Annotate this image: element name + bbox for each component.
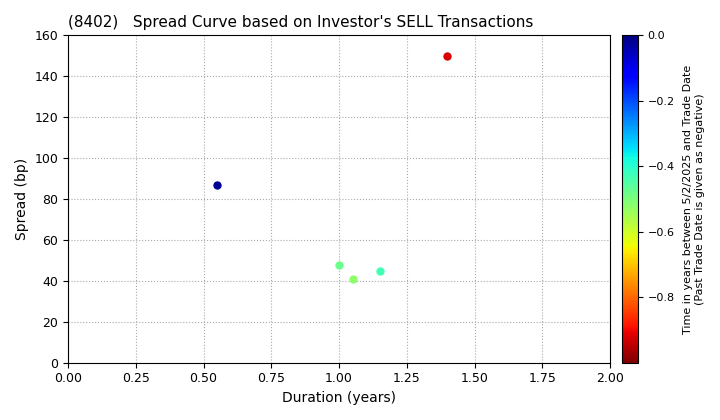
Text: (8402)   Spread Curve based on Investor's SELL Transactions: (8402) Spread Curve based on Investor's …	[68, 15, 534, 30]
Point	[333, 261, 345, 268]
Point	[374, 267, 385, 274]
Point	[441, 52, 453, 59]
Point	[212, 181, 223, 188]
Point	[347, 276, 359, 282]
X-axis label: Duration (years): Duration (years)	[282, 391, 396, 405]
Y-axis label: Time in years between 5/2/2025 and Trade Date
(Past Trade Date is given as negat: Time in years between 5/2/2025 and Trade…	[683, 64, 705, 333]
Y-axis label: Spread (bp): Spread (bp)	[15, 158, 29, 240]
